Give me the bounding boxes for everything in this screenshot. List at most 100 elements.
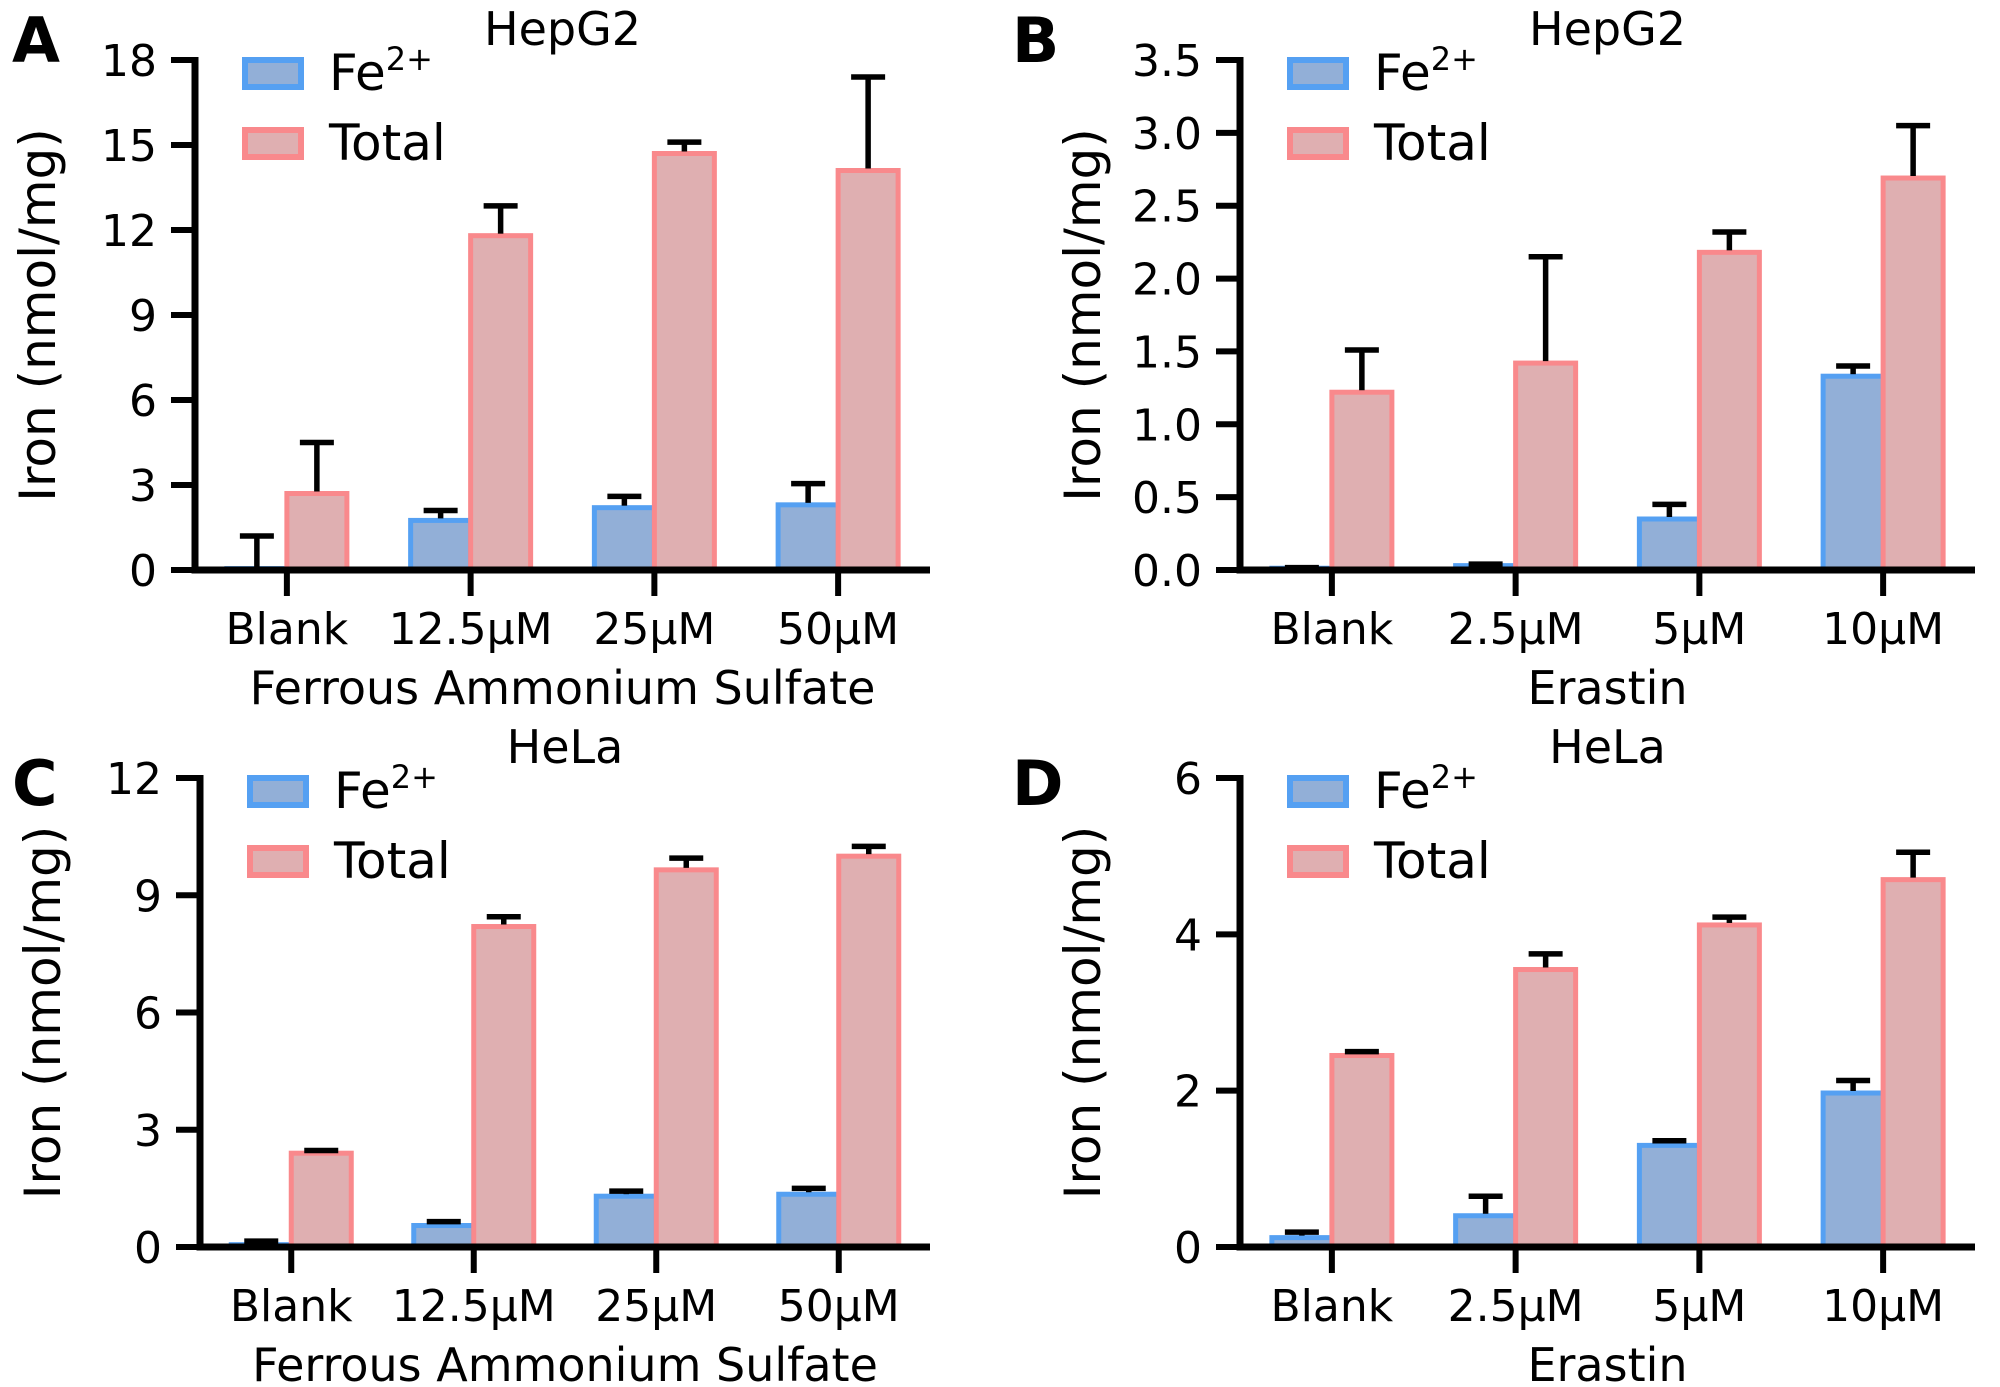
panel-title: HeLa	[507, 720, 624, 774]
fe-legend-swatch	[1287, 57, 1349, 90]
y-tick-label: 0.5	[1132, 473, 1202, 524]
total-legend-swatch	[242, 127, 304, 160]
total-bar	[653, 867, 719, 1250]
fe-legend-swatch	[247, 775, 309, 808]
y-tick-label: 0.0	[1132, 546, 1202, 597]
panel-a: Blank 12.5μM 25μM 50μM 0 3 6 9 12 15 18 A HepG2 Iron …	[0, 0, 1000, 715]
total-legend-label: Total	[1373, 114, 1491, 172]
fe-bar	[1636, 516, 1702, 573]
y-tick-label: 18	[101, 36, 157, 87]
y-tick-label: 6	[129, 376, 157, 427]
x-tick-label: Blank	[226, 604, 349, 655]
x-tick-label: 10μM	[1822, 604, 1944, 655]
x-tick-label: 10μM	[1822, 1281, 1944, 1332]
x-tick-label: 12.5μM	[392, 1281, 556, 1332]
total-bar	[1696, 249, 1762, 573]
y-tick-label: 1.5	[1132, 327, 1202, 378]
total-bar	[1513, 967, 1579, 1250]
fe-bar	[1636, 1142, 1702, 1250]
fe-legend-swatch	[242, 57, 304, 90]
fe-bar	[1820, 373, 1886, 573]
total-legend-label: Total	[1373, 832, 1491, 890]
fe-bar	[591, 505, 657, 573]
panel-letter: C	[12, 747, 58, 820]
y-tick-label: 1.0	[1132, 400, 1202, 451]
fe-legend-label: Fe2+	[1374, 758, 1478, 820]
y-axis-label: Iron (nmol/mg)	[9, 128, 67, 502]
total-bar	[651, 151, 717, 573]
fe-bar	[408, 517, 474, 573]
panel-a-chart: Blank 12.5μM 25μM 50μM 0 3 6 9 12 15 18 A HepG2 Iron …	[9, 2, 930, 715]
x-tick-label: 2.5μM	[1448, 1281, 1584, 1332]
total-bar	[1513, 360, 1579, 573]
x-axis-label: Ferrous Ammonium Sulfate	[252, 1338, 878, 1387]
y-axis-label: Iron (nmol/mg)	[14, 826, 72, 1200]
panel-title: HeLa	[1549, 720, 1666, 774]
y-tick-label: 2	[1174, 1067, 1202, 1118]
x-tick-label: Blank	[230, 1281, 353, 1332]
y-tick-label: 12	[101, 206, 157, 257]
total-bar	[1329, 389, 1395, 573]
total-bar	[1880, 175, 1946, 573]
panel-title: HepG2	[484, 2, 641, 56]
total-legend-swatch	[1287, 845, 1349, 878]
y-tick-label: 0	[1174, 1223, 1202, 1274]
y-tick-label: 0	[134, 1223, 162, 1274]
panel-letter: B	[1012, 4, 1059, 77]
y-tick-label: 2.0	[1132, 255, 1202, 306]
fe-legend-swatch	[1287, 775, 1349, 808]
x-tick-label: 2.5μM	[1448, 604, 1584, 655]
x-axis-label: Erastin	[1527, 661, 1687, 715]
total-legend-label: Total	[333, 832, 451, 890]
panel-d: Blank 2.5μM 5μM 10μM 0 2 4 6 D HeLa Iron (nmol/mg)…	[1000, 693, 2000, 1387]
total-legend-swatch	[1287, 127, 1349, 160]
panel-letter: A	[12, 4, 60, 77]
x-tick-label: Blank	[1271, 604, 1394, 655]
total-bar	[1880, 877, 1946, 1250]
x-axis-label: Erastin	[1527, 1338, 1687, 1387]
fe-legend-label: Fe2+	[1374, 40, 1478, 102]
x-tick-label: 50μM	[778, 1281, 900, 1332]
y-tick-label: 0	[129, 546, 157, 597]
y-tick-label: 15	[101, 121, 157, 172]
panel-b-chart: Blank 2.5μM 5μM 10μM 0.0 0.5 1.0 1.5 2.0 2.5 3.0 3.…	[1012, 2, 1975, 715]
y-tick-label: 9	[134, 871, 162, 922]
panel-d-chart: Blank 2.5μM 5μM 10μM 0 2 4 6 D HeLa Iron (nmol/mg)…	[1012, 720, 1975, 1387]
x-tick-label: 25μM	[595, 1281, 717, 1332]
panel-c: Blank 12.5μM 25μM 50μM 0 3 6 9 12 C HeLa Iron (nmol…	[0, 693, 1000, 1387]
total-bar	[1696, 922, 1762, 1250]
fe-bar	[1820, 1090, 1886, 1250]
fe-legend-label: Fe2+	[334, 758, 438, 820]
x-tick-label: 12.5μM	[389, 604, 553, 655]
fe-legend-label: Fe2+	[329, 40, 433, 102]
y-tick-label: 6	[1174, 754, 1202, 805]
y-axis-label: Iron (nmol/mg)	[1054, 128, 1112, 502]
y-tick-label: 3.5	[1132, 36, 1202, 87]
y-tick-label: 3	[134, 1106, 162, 1157]
x-tick-label: 5μM	[1652, 604, 1746, 655]
fe-bar	[775, 502, 841, 573]
total-bar	[835, 168, 901, 573]
x-tick-label: 5μM	[1652, 1281, 1746, 1332]
total-bar	[288, 1150, 354, 1250]
total-legend-label: Total	[328, 114, 446, 172]
total-bar	[468, 233, 534, 573]
panel-b: Blank 2.5μM 5μM 10μM 0.0 0.5 1.0 1.5 2.0 2.5 3.0 3.…	[1000, 0, 2000, 715]
total-legend-swatch	[247, 845, 309, 878]
y-tick-label: 3	[129, 461, 157, 512]
y-tick-label: 3.0	[1132, 109, 1202, 160]
panel-title: HepG2	[1529, 2, 1686, 56]
fe-bar	[1453, 1213, 1519, 1250]
x-tick-label: 50μM	[777, 604, 899, 655]
total-bar	[471, 924, 537, 1250]
panel-letter: D	[1012, 747, 1063, 820]
x-tick-label: 25μM	[593, 604, 715, 655]
y-tick-label: 9	[129, 291, 157, 342]
x-tick-label: Blank	[1271, 1281, 1394, 1332]
total-bar	[284, 491, 350, 573]
y-tick-label: 12	[106, 754, 162, 805]
y-tick-label: 4	[1174, 910, 1202, 961]
x-axis-label: Ferrous Ammonium Sulfate	[250, 661, 876, 715]
fe-bar	[593, 1193, 659, 1250]
